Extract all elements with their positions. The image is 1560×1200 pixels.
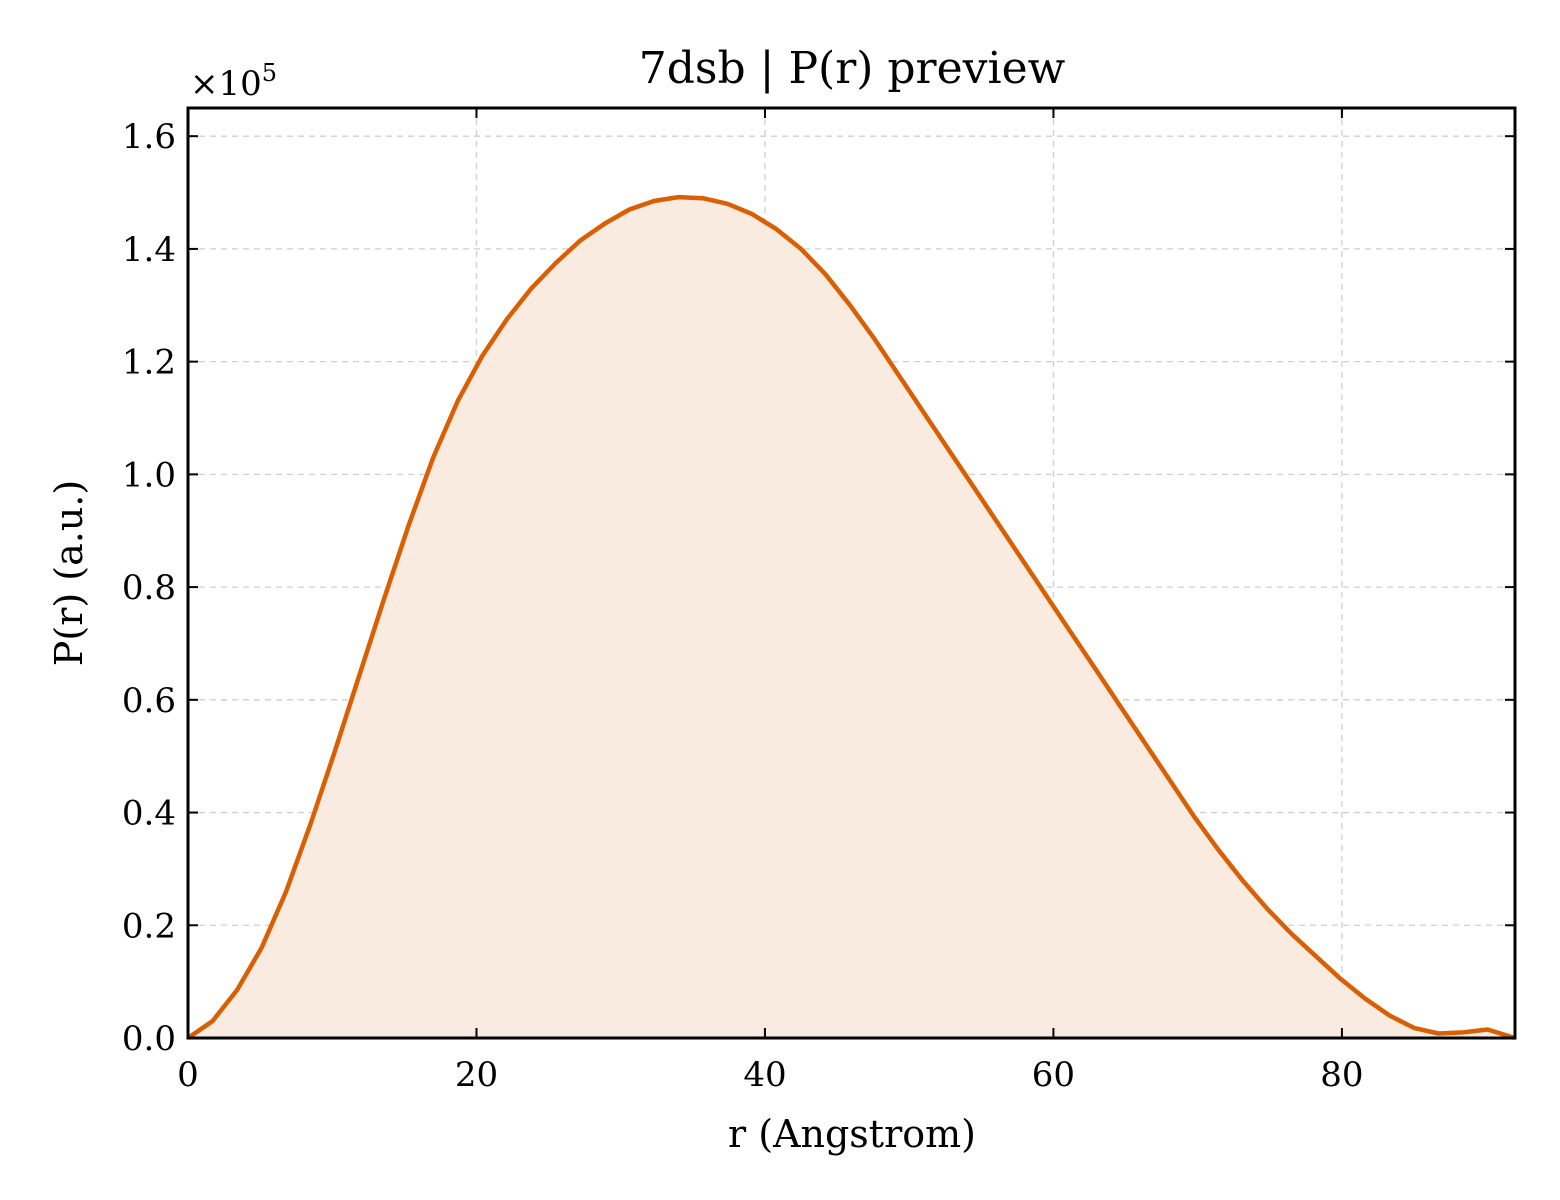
data-point (1485, 1027, 1489, 1031)
data-point (235, 988, 239, 992)
data-point (259, 946, 263, 950)
data-point (1093, 667, 1097, 671)
x-tick-label: 80 (1320, 1055, 1363, 1095)
data-point (1387, 1013, 1391, 1017)
data-point (407, 523, 411, 527)
y-axis-multiplier: ×105 (190, 59, 277, 104)
y-tick-label: 0.4 (122, 794, 176, 834)
data-point (1289, 932, 1293, 936)
axis-ticks: 0 20 40 60 80 0.0 0.2 0.4 0.6 0.8 1.0 1.2 1.4 1.6 (122, 108, 1515, 1095)
series-line (186, 194, 1516, 1041)
data-point (676, 195, 680, 199)
data-point (1167, 777, 1171, 781)
data-point (1142, 740, 1146, 744)
y-tick-label: 1.6 (122, 117, 176, 157)
y-tick-label: 0.8 (122, 568, 176, 608)
data-point (284, 889, 288, 893)
data-point (431, 455, 435, 459)
y-tick-label: 0.6 (122, 681, 176, 721)
data-point (774, 227, 778, 231)
data-point (750, 212, 754, 216)
data-point (1363, 996, 1367, 1000)
data-point (1314, 954, 1318, 958)
x-tick-label: 0 (177, 1055, 199, 1095)
data-point (1020, 557, 1024, 561)
data-point (995, 520, 999, 524)
y-multiplier-base: ×10 (190, 64, 262, 104)
data-point (725, 202, 729, 206)
y-tick-label: 0.0 (122, 1019, 176, 1059)
data-point (799, 247, 803, 251)
data-point (848, 303, 852, 307)
area-fill (188, 197, 1515, 1039)
data-point (1191, 813, 1195, 817)
y-multiplier-exponent: 5 (262, 59, 277, 87)
data-point (1044, 593, 1048, 597)
y-tick-label: 0.2 (122, 906, 176, 946)
data-point (578, 238, 582, 242)
data-point (921, 410, 925, 414)
data-point (480, 354, 484, 358)
data-point (946, 447, 950, 451)
data-point (1265, 906, 1269, 910)
data-point (308, 822, 312, 826)
data-point (1461, 1030, 1465, 1034)
y-tick-label: 1.0 (122, 455, 176, 495)
data-point (1118, 703, 1122, 707)
data-point (333, 748, 337, 752)
data-point (652, 199, 656, 203)
data-point (456, 399, 460, 403)
data-point (554, 261, 558, 265)
data-point (357, 672, 361, 676)
data-point (529, 286, 533, 290)
data-point (971, 483, 975, 487)
x-tick-label: 60 (1032, 1055, 1075, 1095)
chart-title: 7dsb | P(r) preview (639, 43, 1066, 94)
data-point (701, 196, 705, 200)
data-point (210, 1019, 214, 1023)
y-tick-label: 1.2 (122, 343, 176, 383)
x-tick-label: 40 (743, 1055, 786, 1095)
data-point (603, 221, 607, 225)
x-axis-label: r (Angstrom) (728, 1112, 976, 1156)
data-point (1412, 1026, 1416, 1030)
data-point (823, 272, 827, 276)
data-point (1216, 847, 1220, 851)
data-point (505, 317, 509, 321)
data-point (627, 207, 631, 211)
plot-area (186, 194, 1516, 1041)
y-tick-label: 1.4 (122, 230, 176, 270)
data-point (1436, 1031, 1440, 1035)
plot-frame (186, 106, 1517, 1040)
data-point (382, 596, 386, 600)
y-axis-label: P(r) (a.u.) (47, 480, 91, 666)
x-tick-label: 20 (455, 1055, 498, 1095)
data-point (872, 337, 876, 341)
data-point (897, 374, 901, 378)
data-point (1069, 630, 1073, 634)
data-point (1240, 878, 1244, 882)
data-point (1338, 977, 1342, 981)
